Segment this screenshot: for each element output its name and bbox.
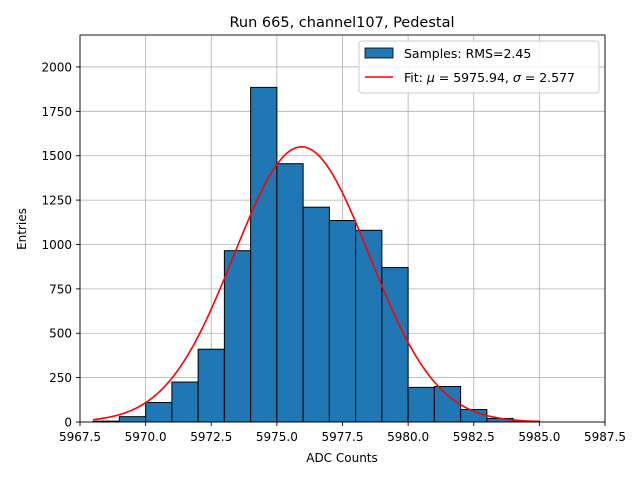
y-axis-label: Entries bbox=[15, 208, 29, 250]
legend-fit-prefix: Fit: bbox=[404, 70, 427, 85]
legend-label-fit: Fit: μ = 5975.94, σ = 2.577 bbox=[404, 70, 575, 85]
y-axis-ticks: 0 250 500 750 1000 1250 1500 1750 2000 bbox=[41, 60, 80, 430]
histogram-bars bbox=[92, 86, 540, 423]
x-tick-label: 5972.5 bbox=[190, 430, 232, 444]
y-tick-label: 500 bbox=[49, 327, 72, 341]
histogram-bar bbox=[197, 348, 225, 423]
y-tick-label: 1000 bbox=[41, 238, 72, 252]
legend-label-samples: Samples: RMS=2.45 bbox=[404, 46, 531, 61]
x-tick-label: 5975.0 bbox=[256, 430, 298, 444]
y-tick-label: 2000 bbox=[41, 60, 72, 74]
x-tick-label: 5982.5 bbox=[453, 430, 495, 444]
y-tick-label: 1750 bbox=[41, 105, 72, 119]
histogram-bar bbox=[276, 163, 304, 423]
histogram-bar bbox=[145, 401, 173, 423]
histogram-bar bbox=[118, 416, 147, 423]
y-tick-label: 0 bbox=[64, 416, 72, 430]
legend-mu-symbol: μ bbox=[426, 70, 435, 85]
histogram-bar bbox=[171, 381, 199, 423]
x-tick-label: 5970.0 bbox=[125, 430, 167, 444]
x-axis-ticks: 5967.5 5970.0 5972.5 5975.0 5977.5 5980.0 5982… bbox=[59, 422, 626, 444]
y-tick-label: 750 bbox=[49, 282, 72, 296]
legend-swatch-samples bbox=[364, 47, 394, 59]
histogram-bar bbox=[250, 86, 278, 423]
legend-mu-value: = 5975.94, bbox=[435, 70, 513, 85]
y-tick-label: 250 bbox=[49, 371, 72, 385]
histogram-bar bbox=[302, 206, 330, 423]
x-tick-label: 5967.5 bbox=[59, 430, 101, 444]
histogram-bar bbox=[381, 267, 409, 423]
histogram-bar bbox=[355, 229, 383, 423]
legend-sigma-value: = 2.577 bbox=[521, 70, 575, 85]
fit-curve bbox=[93, 146, 540, 423]
legend-sigma-symbol: σ bbox=[513, 70, 522, 85]
y-tick-label: 1250 bbox=[41, 194, 72, 208]
x-tick-label: 5985.0 bbox=[518, 430, 560, 444]
y-tick-label: 1500 bbox=[41, 149, 72, 163]
legend: Samples: RMS=2.45 Fit: μ = 5975.94, σ = … bbox=[358, 40, 600, 94]
histogram-bar bbox=[223, 250, 252, 423]
x-tick-label: 5977.5 bbox=[322, 430, 364, 444]
x-tick-label: 5980.0 bbox=[387, 430, 429, 444]
chart-title: Run 665, channel107, Pedestal bbox=[229, 15, 454, 31]
histogram-bar bbox=[407, 386, 435, 423]
x-tick-label: 5987.5 bbox=[584, 430, 626, 444]
x-axis-label: ADC Counts bbox=[306, 451, 378, 465]
legend-box bbox=[358, 40, 600, 94]
histogram-bar bbox=[328, 220, 357, 423]
histogram-bar bbox=[433, 385, 462, 423]
